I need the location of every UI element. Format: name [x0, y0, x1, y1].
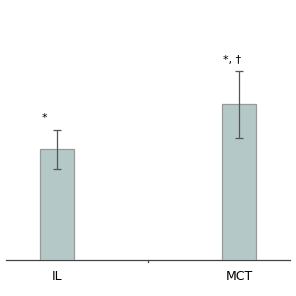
- Text: *, †: *, †: [223, 55, 242, 65]
- Text: *: *: [41, 113, 47, 123]
- Bar: [40, 149, 74, 260]
- Bar: [222, 104, 256, 260]
